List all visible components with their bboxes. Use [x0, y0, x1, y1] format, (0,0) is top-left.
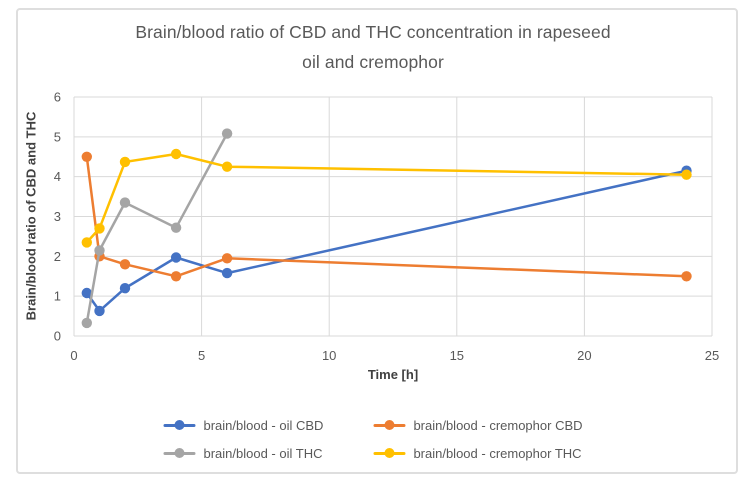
y-tick-label: 2: [54, 249, 61, 264]
data-point-oil-thc: [221, 128, 233, 139]
y-tick-label: 4: [54, 169, 61, 184]
data-point-oil-thc: [119, 197, 131, 208]
legend-item-oil-cbd: brain/blood - oil CBD: [163, 417, 323, 433]
y-tick-label: 5: [54, 129, 61, 144]
data-point-cremophor-thc: [119, 156, 131, 168]
data-point-cremophor-thc: [94, 223, 105, 234]
data-point-cremophor-cbd: [119, 259, 131, 270]
data-point-cremophor-thc: [681, 169, 692, 180]
y-axis-title: Brain/blood ratio of CBD and THC: [23, 111, 39, 321]
data-point-oil-cbd: [170, 252, 182, 263]
data-point-cremophor-cbd: [221, 253, 233, 264]
x-tick-label: 5: [198, 348, 205, 363]
figure-border: [16, 8, 738, 474]
data-point-cremophor-cbd: [681, 271, 692, 282]
legend-item-cremophor-cbd: brain/blood - cremophor CBD: [373, 417, 583, 433]
data-point-oil-cbd: [94, 305, 105, 317]
y-tick-label: 0: [54, 329, 61, 344]
legend-marker-icon: [163, 420, 196, 430]
legend-dot-icon: [174, 448, 185, 458]
x-tick-label: 25: [705, 348, 719, 363]
data-point-cremophor-cbd: [81, 151, 93, 162]
data-point-oil-thc: [94, 245, 105, 256]
legend-label: brain/blood - cremophor CBD: [413, 417, 583, 433]
legend-item-oil-thc: brain/blood - oil THC: [163, 445, 322, 461]
data-point-oil-cbd: [119, 283, 131, 294]
legend: brain/blood - oil CBD brain/blood - cremo…: [163, 417, 583, 461]
data-point-cremophor-thc: [170, 148, 182, 160]
y-tick-label: 3: [54, 209, 61, 224]
x-tick-label: 15: [450, 348, 464, 363]
legend-dot-icon: [174, 420, 185, 430]
legend-dot-icon: [384, 420, 395, 430]
chart-title-line-1: Brain/blood ratio of CBD and THC concent…: [135, 22, 611, 42]
y-tick-label: 6: [54, 90, 61, 105]
legend-label: brain/blood - oil CBD: [203, 417, 324, 433]
chart-title: Brain/blood ratio of CBD and THC concent…: [0, 17, 746, 77]
data-point-oil-thc: [81, 317, 93, 329]
legend-item-cremophor-thc: brain/blood - cremophor THC: [373, 445, 582, 461]
x-axis-title: Time [h]: [367, 367, 419, 382]
chart-title-line-2: oil and cremophor: [302, 52, 444, 72]
data-point-cremophor-cbd: [170, 271, 182, 282]
x-tick-label: 0: [70, 348, 77, 363]
data-point-cremophor-thc: [81, 237, 93, 248]
legend-dot-icon: [384, 448, 395, 458]
data-point-oil-cbd: [81, 287, 93, 299]
data-point-oil-cbd: [221, 267, 233, 279]
legend-marker-icon: [373, 420, 406, 430]
legend-label: brain/blood - cremophor THC: [413, 445, 582, 461]
legend-label: brain/blood - oil THC: [203, 445, 323, 461]
y-tick-label: 1: [54, 289, 61, 304]
data-point-oil-thc: [170, 222, 182, 233]
x-tick-label: 10: [322, 348, 336, 363]
data-point-cremophor-thc: [221, 161, 233, 172]
series-line-cremophor-cbd: [85, 155, 688, 278]
x-tick-label: 20: [577, 348, 591, 363]
legend-marker-icon: [163, 448, 196, 458]
series-line-oil-cbd: [85, 169, 688, 313]
legend-marker-icon: [373, 448, 406, 458]
